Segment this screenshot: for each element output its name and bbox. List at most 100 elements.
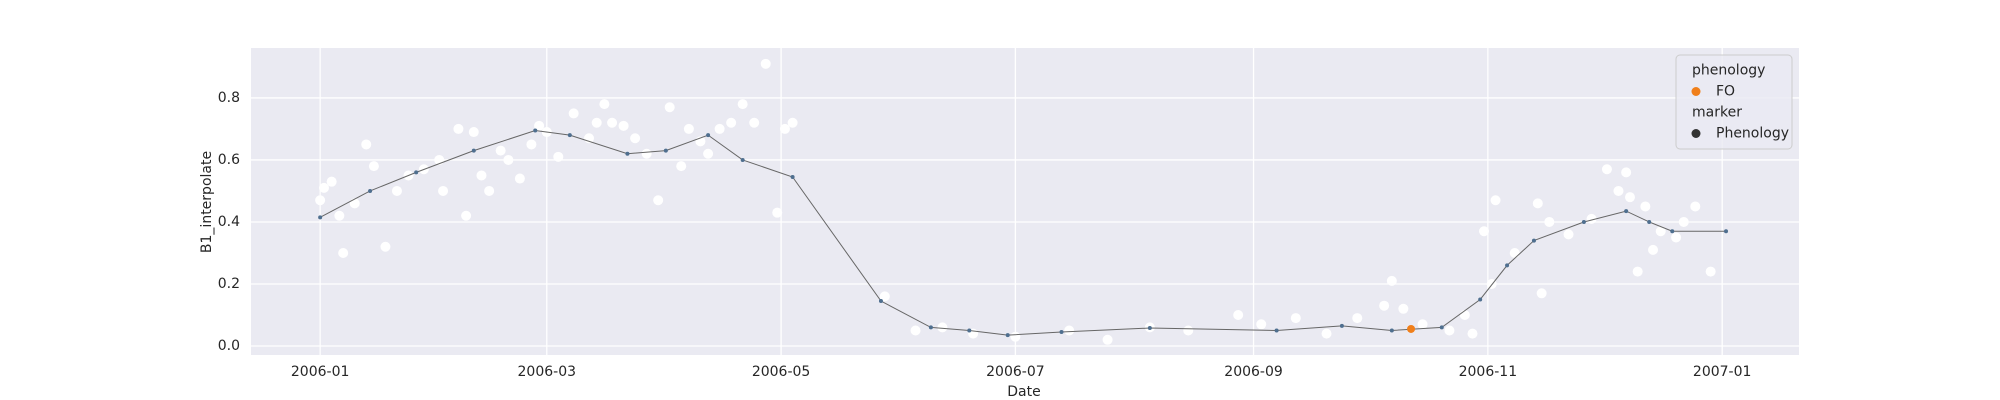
observation-point xyxy=(1444,325,1455,336)
observation-point xyxy=(703,148,714,159)
observation-point xyxy=(1613,185,1624,196)
observation-point xyxy=(468,127,479,138)
observation-point xyxy=(553,151,564,162)
x-tick-label: 2006-07 xyxy=(986,364,1045,380)
interpolated-point xyxy=(1274,328,1279,333)
interpolated-point xyxy=(1724,229,1729,234)
observation-point xyxy=(937,322,948,333)
observation-point xyxy=(607,117,618,128)
legend-group-title: phenology xyxy=(1692,63,1765,79)
x-axis-label: Date xyxy=(1007,384,1040,400)
observation-point xyxy=(334,210,345,221)
interpolated-point xyxy=(1624,209,1629,214)
observation-point xyxy=(315,195,326,206)
observation-point xyxy=(1321,328,1332,339)
observation-point xyxy=(1678,216,1689,227)
observation-point xyxy=(1386,275,1397,286)
observation-point xyxy=(1467,328,1478,339)
observation-point xyxy=(476,170,487,181)
observation-point xyxy=(599,99,610,110)
observation-point xyxy=(1705,266,1716,277)
x-tick-label: 2006-03 xyxy=(518,364,577,380)
observation-point xyxy=(1690,201,1701,212)
observation-point xyxy=(1102,334,1113,345)
legend-label: Phenology xyxy=(1716,126,1789,142)
observation-point xyxy=(1183,325,1194,336)
interpolated-point xyxy=(706,133,711,138)
x-tick-label: 2006-11 xyxy=(1459,364,1518,380)
x-tick-label: 2006-01 xyxy=(291,364,350,380)
x-tick-label: 2006-05 xyxy=(752,364,811,380)
observation-point xyxy=(879,291,890,302)
interpolated-point xyxy=(567,133,572,138)
observation-point xyxy=(772,207,783,218)
interpolated-point xyxy=(967,328,972,333)
interpolated-point xyxy=(1339,323,1344,328)
legend-box xyxy=(1675,54,1793,150)
observation-point xyxy=(726,117,737,128)
observation-point xyxy=(1640,201,1651,212)
observation-point xyxy=(676,161,687,172)
interpolated-point xyxy=(740,157,745,162)
y-tick-label: 0.4 xyxy=(218,214,240,230)
observation-point xyxy=(1352,313,1363,324)
observation-point xyxy=(1624,192,1635,203)
legend-label: FO xyxy=(1716,84,1735,100)
observation-point xyxy=(461,210,472,221)
phenology-point xyxy=(1407,324,1416,333)
observation-point xyxy=(910,325,921,336)
observation-point xyxy=(618,120,629,131)
observation-point xyxy=(1064,325,1075,336)
observation-point xyxy=(1532,198,1543,209)
observation-point xyxy=(1398,303,1409,314)
observation-point xyxy=(368,161,379,172)
interpolated-point xyxy=(1581,219,1586,224)
observation-point xyxy=(630,133,641,144)
observation-point xyxy=(484,185,495,196)
interpolated-point xyxy=(1670,229,1675,234)
observation-point xyxy=(349,198,360,209)
observation-point xyxy=(641,148,652,159)
observation-point xyxy=(391,185,402,196)
interpolated-point xyxy=(533,128,538,133)
observation-point xyxy=(1459,309,1470,320)
interpolated-point xyxy=(1439,325,1444,330)
observation-point xyxy=(361,139,372,150)
legend-group-title: marker xyxy=(1692,105,1742,121)
y-tick-label: 0.0 xyxy=(218,338,240,354)
interpolated-point xyxy=(1647,219,1652,224)
observation-point xyxy=(1490,195,1501,206)
observation-point xyxy=(338,247,349,258)
legend-marker xyxy=(1691,87,1701,96)
observation-point xyxy=(1417,319,1428,330)
observation-point xyxy=(1256,319,1267,330)
interpolated-point xyxy=(1505,263,1510,268)
interpolated-point xyxy=(318,215,323,220)
plot-background xyxy=(251,48,1799,355)
y-tick-label: 0.8 xyxy=(218,90,240,106)
observation-point xyxy=(438,185,449,196)
x-tick-label: 2006-09 xyxy=(1224,364,1283,380)
observation-point xyxy=(787,117,798,128)
y-tick-label: 0.2 xyxy=(218,276,240,292)
y-tick-label: 0.6 xyxy=(218,152,240,168)
interpolated-point xyxy=(790,175,795,180)
legend-marker xyxy=(1691,129,1701,138)
observation-point xyxy=(1563,229,1574,240)
observation-point xyxy=(664,102,675,113)
observation-point xyxy=(779,123,790,134)
interpolated-point xyxy=(625,151,630,156)
observation-point xyxy=(495,145,506,156)
interpolated-point xyxy=(1059,330,1064,335)
observation-point xyxy=(1621,167,1632,178)
observation-point xyxy=(1655,226,1666,237)
interpolated-point xyxy=(471,148,476,153)
observation-point xyxy=(326,176,337,187)
observation-point xyxy=(453,123,464,134)
observation-point xyxy=(1601,164,1612,175)
interpolated-point xyxy=(928,325,933,330)
interpolated-point xyxy=(1147,326,1152,331)
observation-point xyxy=(1544,216,1555,227)
interpolated-point xyxy=(663,148,668,153)
observation-point xyxy=(1648,244,1659,255)
